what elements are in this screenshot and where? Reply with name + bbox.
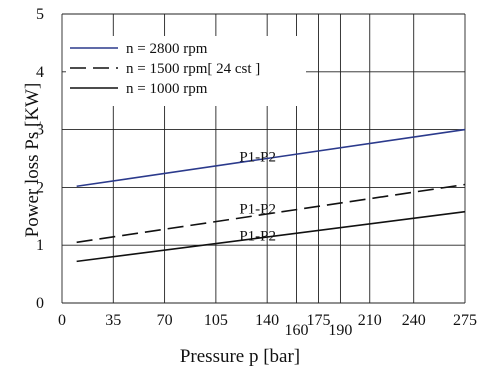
x-tick-label: 140 <box>255 312 279 329</box>
legend-label: n = 2800 rpm <box>126 41 208 57</box>
y-tick-label: 1 <box>36 237 44 254</box>
series-lines <box>76 128 466 263</box>
y-axis-title: Power loss Ps [KW] <box>22 83 43 238</box>
y-tick-label: 4 <box>36 64 44 81</box>
x-axis-title: Pressure p [bar] <box>180 346 300 367</box>
x-tick-label: 160 <box>284 322 308 339</box>
y-tick-label: 3 <box>36 122 44 139</box>
x-tick-label: 35 <box>105 312 121 329</box>
grid <box>61 13 466 304</box>
series-line-2 <box>76 210 466 263</box>
x-tick-label: 70 <box>157 312 173 329</box>
x-tick-label: 190 <box>328 322 352 339</box>
y-tick-label: 0 <box>36 295 44 312</box>
series-line-0 <box>76 128 466 188</box>
y-tick-label: 2 <box>36 179 44 196</box>
x-tick-label: 210 <box>358 312 382 329</box>
y-tick-labels: 0 1 2 3 4 5 <box>36 6 44 312</box>
annotations: P1-P2 P1-P2 P1-P2 <box>239 149 276 244</box>
x-tick-label: 175 <box>306 312 330 329</box>
legend-label: n = 1000 rpm <box>126 81 208 97</box>
x-tick-label: 275 <box>453 312 477 329</box>
annotation-label: P1-P2 <box>239 201 276 217</box>
x-tick-label: 105 <box>204 312 228 329</box>
legend-label: n = 1500 rpm[ 24 cst ] <box>126 61 260 77</box>
x-tick-label: 0 <box>58 312 66 329</box>
legend: n = 2800 rpm n = 1500 rpm[ 24 cst ] n = 10… <box>66 36 306 106</box>
y-tick-label: 5 <box>36 6 44 23</box>
annotation-label: P1-P2 <box>239 229 276 245</box>
annotation-label: P1-P2 <box>239 149 276 165</box>
x-tick-label: 240 <box>402 312 426 329</box>
series-line-1 <box>76 183 466 244</box>
